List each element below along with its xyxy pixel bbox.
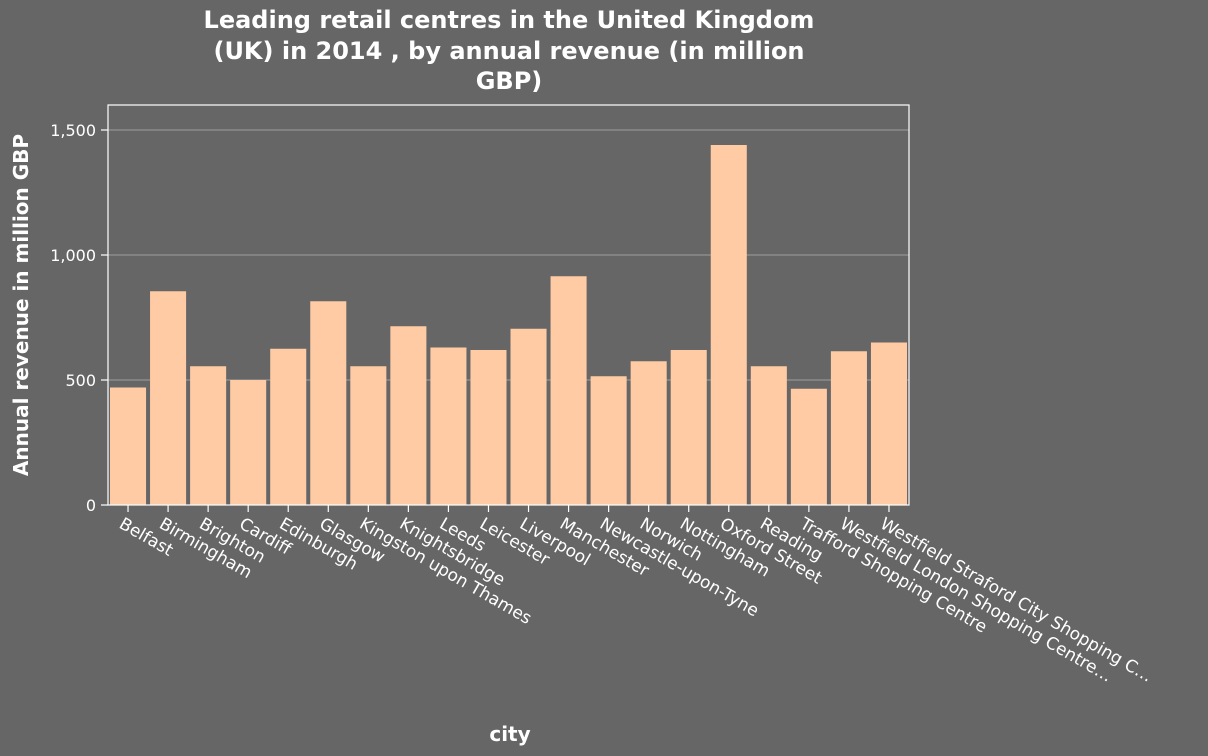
chart-title: Leading retail centres in the United Kin… bbox=[204, 6, 815, 95]
bar bbox=[390, 326, 427, 505]
y-tick-label: 1,000 bbox=[50, 246, 96, 265]
bar bbox=[790, 388, 827, 505]
bar bbox=[310, 301, 347, 505]
bar bbox=[190, 366, 227, 505]
plot-frame bbox=[107, 104, 910, 506]
bar bbox=[510, 328, 547, 505]
bars bbox=[110, 145, 907, 505]
y-axis: 0 500 1,000 1,500 bbox=[50, 121, 108, 515]
y-tick-label: 1,500 bbox=[50, 121, 96, 140]
bar bbox=[830, 351, 867, 505]
x-axis-title: city bbox=[489, 722, 530, 746]
bar bbox=[350, 366, 387, 505]
bar bbox=[750, 366, 787, 505]
chart-title-line-1: Leading retail centres in the United Kin… bbox=[204, 6, 815, 34]
bar bbox=[470, 350, 507, 505]
chart-title-line-3: GBP) bbox=[476, 67, 543, 95]
grid-lines bbox=[108, 129, 909, 381]
bar bbox=[630, 361, 667, 505]
chart-title-line-2: (UK) in 2014 , by annual revenue (in mil… bbox=[213, 37, 804, 65]
bar bbox=[430, 347, 467, 505]
y-tick-label: 500 bbox=[65, 371, 96, 390]
bar bbox=[110, 387, 147, 505]
x-axis: BelfastBirminghamBrightonCardiffEdinburg… bbox=[116, 505, 1156, 687]
bar bbox=[550, 276, 587, 505]
y-tick-label: 0 bbox=[86, 496, 96, 515]
y-axis-title: Annual revenue in million GBP bbox=[9, 134, 33, 476]
bar bbox=[710, 145, 747, 505]
bar bbox=[590, 376, 627, 505]
bar bbox=[670, 350, 707, 505]
bar bbox=[230, 380, 267, 505]
bar bbox=[150, 291, 187, 505]
x-tick-label: Westfield London Shopping Centre… bbox=[836, 514, 1115, 687]
bar bbox=[870, 342, 907, 505]
bar bbox=[270, 348, 307, 505]
